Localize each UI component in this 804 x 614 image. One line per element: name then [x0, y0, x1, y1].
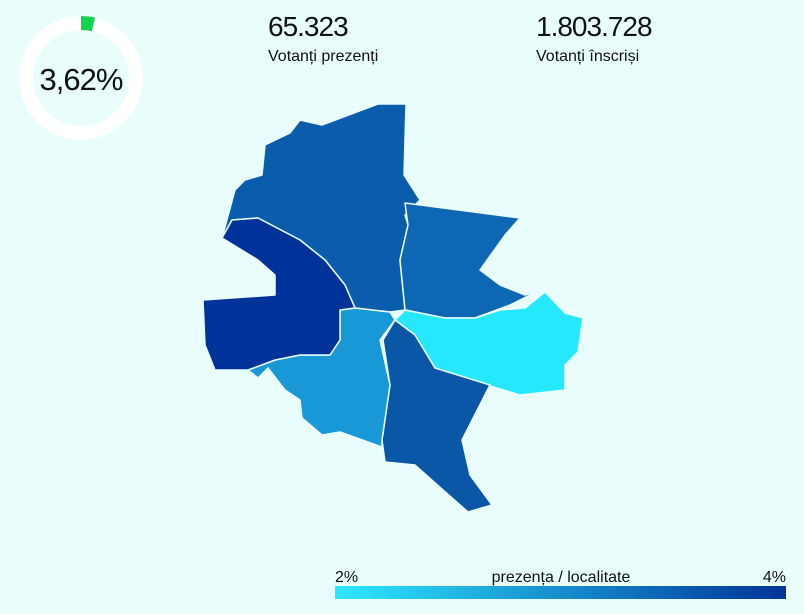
stat-label: Votanți prezenți [268, 48, 378, 65]
legend-bar [335, 586, 786, 599]
gauge-arc [80, 16, 95, 32]
sector[interactable] [399, 202, 541, 319]
map [202, 103, 584, 513]
legend-max: 4% [763, 569, 786, 586]
sector[interactable] [381, 319, 493, 513]
legend-title: prezența / localitate [492, 569, 631, 586]
gauge-label: 3,62% [40, 62, 123, 97]
stat-label: Votanți înscriși [536, 48, 639, 65]
sector[interactable] [202, 217, 356, 371]
stat-value: 65.323 [268, 11, 348, 42]
stat-value: 1.803.728 [536, 11, 652, 42]
legend-min: 2% [335, 569, 358, 586]
